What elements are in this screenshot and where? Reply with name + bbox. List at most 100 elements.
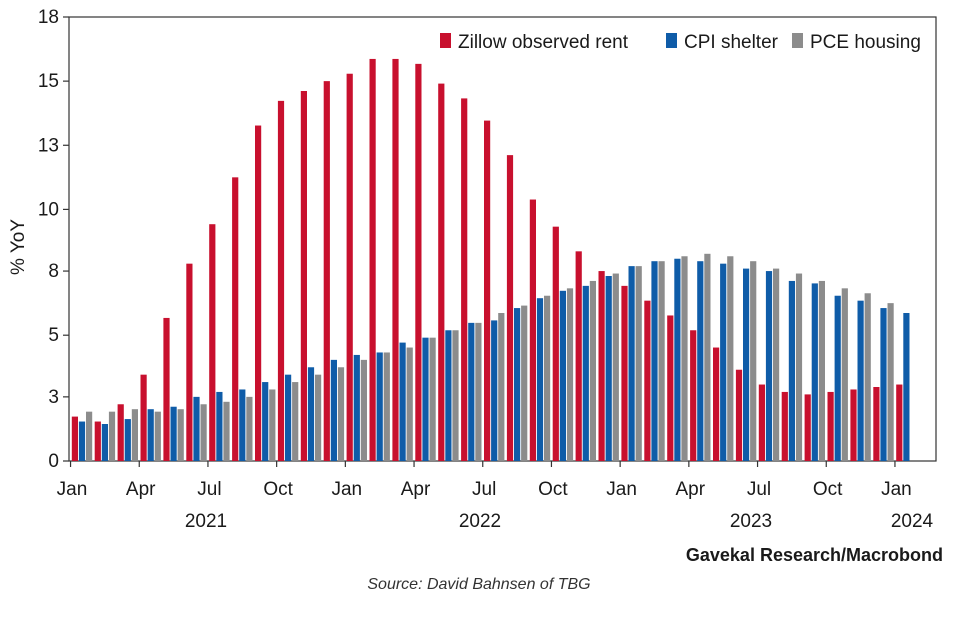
bar-pce — [223, 401, 230, 461]
y-axis-label: % YoY — [8, 219, 29, 275]
y-tick-label: 5 — [48, 325, 59, 346]
bar-cpi — [651, 261, 658, 461]
bar-pce — [177, 409, 184, 461]
bar-pce — [750, 261, 757, 461]
x-axis: Jan Apr Jul Oct Jan Apr Jul Oct Jan Apr Jul Oct Jan 2… — [57, 461, 934, 532]
bar-cpi — [422, 337, 429, 461]
x-tick-label: Jan — [331, 479, 362, 500]
x-year-label: 2023 — [730, 511, 772, 532]
bar-zillow — [644, 300, 651, 461]
bar-zillow — [323, 81, 330, 461]
bar-cpi — [399, 342, 406, 461]
bar-cpi — [307, 367, 315, 461]
bar-cpi — [445, 330, 452, 461]
bar-zillow — [484, 120, 491, 461]
bar-pce — [360, 359, 367, 461]
x-year-label: 2024 — [891, 511, 934, 532]
bar-cpi — [880, 308, 887, 461]
bar-pce — [429, 337, 436, 461]
bar-cpi — [468, 322, 475, 461]
bar-pce — [887, 303, 894, 461]
x-tick-label: Jul — [197, 479, 221, 500]
bar-pce — [566, 288, 574, 461]
bar-pce — [704, 253, 711, 461]
bar-pce — [521, 305, 528, 461]
bar-zillow — [598, 271, 605, 461]
bar-pce — [383, 352, 390, 461]
bar-zillow — [163, 317, 170, 461]
bar-zillow — [140, 374, 147, 461]
bar-cpi — [376, 352, 383, 461]
bar-cpi — [674, 258, 681, 461]
bar-cpi — [628, 266, 635, 461]
x-tick-label: Jan — [57, 479, 88, 500]
bar-cpi — [216, 391, 223, 461]
bar-cpi — [582, 285, 589, 461]
bar-pce — [200, 404, 207, 461]
x-tick-label: Apr — [401, 479, 431, 500]
bar-cpi — [491, 320, 498, 461]
series-cpi — [78, 258, 910, 461]
bar-cpi — [743, 268, 750, 461]
y-tick-label: 8 — [48, 261, 59, 282]
bar-pce — [635, 266, 642, 461]
legend-label-pce: PCE housing — [810, 32, 921, 53]
bar-zillow — [255, 125, 262, 462]
bar-zillow — [117, 404, 124, 461]
bar-cpi — [101, 424, 108, 461]
bar-cpi — [857, 300, 864, 461]
bar-zillow — [850, 389, 857, 461]
x-tick-label: Apr — [126, 479, 156, 500]
bar-zillow — [186, 263, 193, 461]
x-tick-label: Oct — [263, 479, 293, 500]
bar-zillow — [506, 155, 514, 461]
x-tick-label: Apr — [676, 479, 706, 500]
y-tick-label: 15 — [38, 71, 59, 92]
y-axis: 0 3 5 8 10 13 15 18 — [38, 7, 69, 472]
bar-pce — [452, 330, 459, 461]
bar-cpi — [903, 313, 910, 461]
legend-swatch-cpi — [666, 33, 677, 48]
y-tick-label: 0 — [48, 451, 59, 472]
bar-pce — [292, 382, 299, 461]
x-tick-label: Jul — [472, 479, 496, 500]
y-tick-label: 3 — [48, 387, 59, 408]
bar-zillow — [552, 226, 559, 461]
bar-pce — [864, 293, 871, 461]
bar-pce — [498, 313, 505, 461]
bar-zillow — [781, 391, 788, 461]
bar-cpi — [239, 389, 246, 461]
bar-pce — [795, 273, 803, 461]
bar-pce — [818, 280, 825, 461]
bar-cpi — [285, 374, 292, 461]
y-tick-label: 10 — [38, 199, 59, 220]
bar-zillow — [758, 384, 765, 461]
bar-pce — [269, 389, 276, 461]
x-year-label: 2022 — [459, 511, 501, 532]
bars — [71, 58, 910, 462]
bar-zillow — [690, 330, 697, 461]
x-tick-label: Jan — [881, 479, 912, 500]
bar-zillow — [71, 416, 78, 461]
bar-cpi — [559, 290, 566, 461]
bar-pce — [86, 411, 93, 461]
bar-zillow — [713, 347, 720, 461]
bar-pce — [658, 261, 665, 461]
bar-zillow — [575, 251, 582, 461]
chart-credit: Gavekal Research/Macrobond — [686, 545, 943, 565]
bar-zillow — [873, 387, 880, 461]
bar-zillow — [232, 177, 239, 462]
x-tick-label: Jan — [606, 479, 637, 500]
bar-zillow — [896, 384, 903, 461]
x-tick-label: Oct — [813, 479, 843, 500]
legend-swatch-zillow — [440, 33, 451, 48]
series-zillow — [71, 58, 903, 462]
bar-cpi — [514, 308, 521, 461]
bar-zillow — [827, 391, 834, 461]
bar-cpi — [536, 298, 544, 461]
bar-pce — [131, 409, 138, 461]
bar-pce — [612, 273, 619, 461]
bar-pce — [727, 256, 734, 461]
bar-cpi — [720, 263, 727, 461]
bar-pce — [315, 374, 322, 461]
